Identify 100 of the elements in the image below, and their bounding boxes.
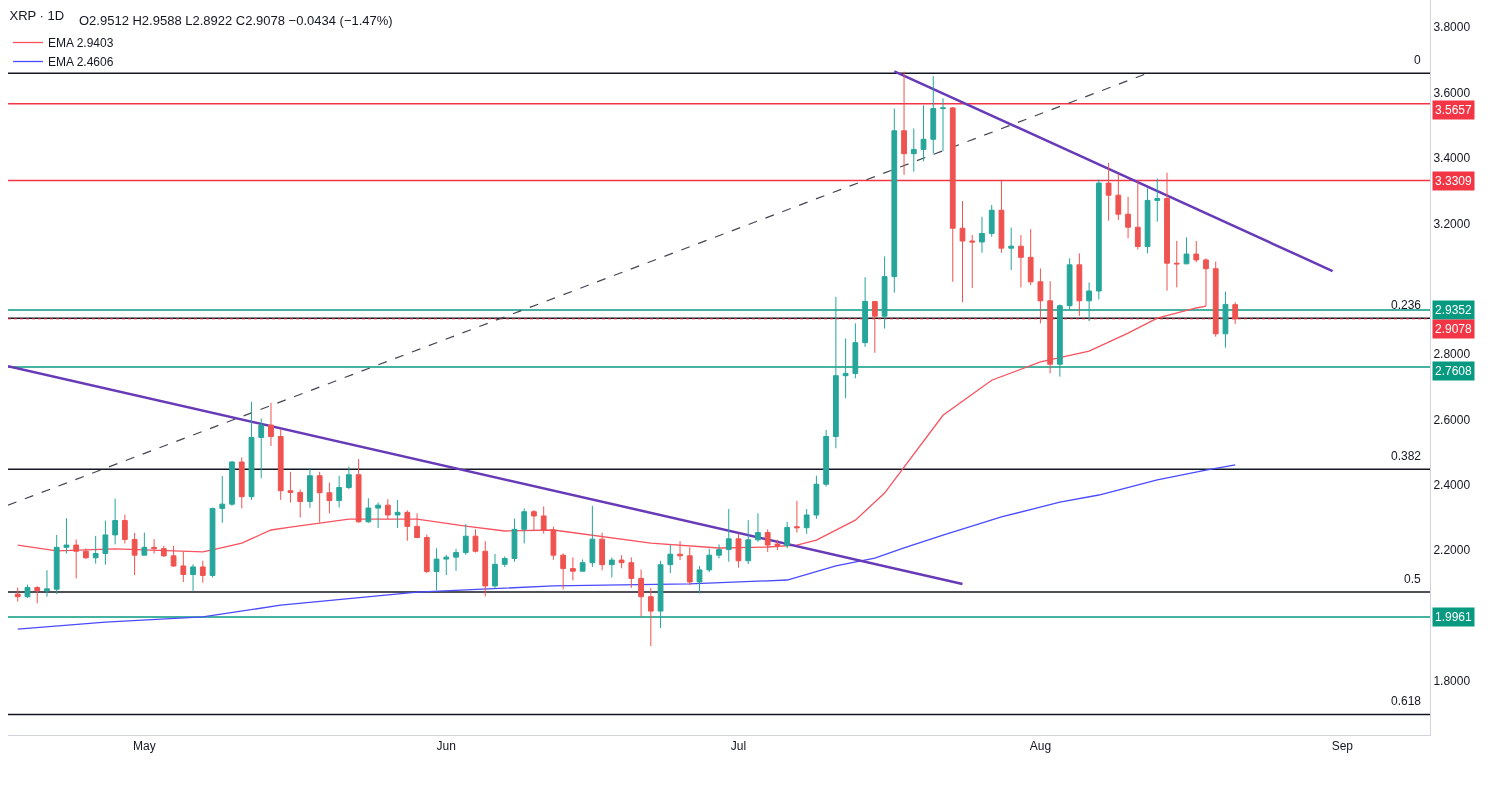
candlestick [472, 528, 479, 554]
candlestick [647, 587, 654, 647]
candlestick [1066, 257, 1073, 311]
candlestick [901, 71, 907, 176]
candlestick [423, 534, 430, 574]
candlestick [102, 520, 109, 566]
ref-line-label: 3.3309 [1435, 174, 1473, 188]
x-tick-label: Aug [1029, 739, 1052, 754]
candlestick [570, 556, 576, 581]
candlestick [725, 508, 732, 563]
candlestick [92, 535, 99, 565]
candlestick [521, 507, 528, 544]
candlestick [511, 518, 518, 563]
legend-label: EMA 2.4606 [48, 55, 114, 70]
candlestick [83, 547, 89, 560]
candlestick [492, 553, 498, 590]
candlestick [355, 458, 362, 524]
candlestick [297, 488, 304, 519]
candlestick [969, 234, 976, 289]
candlestick [1037, 267, 1044, 324]
candlestick [199, 560, 206, 584]
candlestick [151, 538, 157, 555]
candlestick [1018, 234, 1024, 288]
annotation: 0.236 [1391, 298, 1422, 312]
candlestick [871, 300, 878, 354]
candlestick [940, 97, 946, 152]
candlestick [1105, 162, 1112, 222]
candlestick [638, 569, 644, 618]
y-tick-label: 2.6000 [1433, 412, 1471, 427]
candlestick [277, 428, 284, 501]
candlestick [1144, 187, 1151, 254]
candlestick [121, 514, 128, 544]
candlestick [112, 498, 119, 545]
candlestick [1134, 180, 1141, 250]
candlestick [881, 255, 888, 330]
candlestick [696, 565, 703, 594]
candlestick [852, 322, 859, 379]
candlestick [131, 532, 138, 576]
candlestick [1173, 240, 1180, 288]
y-tick-label: 2.4000 [1433, 478, 1471, 493]
y-tick-label: 2.8000 [1433, 347, 1471, 362]
candlestick [141, 532, 148, 556]
candlestick [608, 556, 615, 578]
candlestick [589, 505, 596, 568]
x-tick-label: May [133, 739, 156, 754]
candlestick [443, 554, 450, 576]
candlestick [365, 497, 372, 524]
candlestick [433, 547, 440, 591]
candlestick [1027, 228, 1034, 286]
candlestick [1047, 280, 1054, 374]
annotation: 0 [1414, 53, 1421, 67]
candlestick [531, 509, 537, 531]
candlestick [1222, 291, 1229, 349]
candlestick [832, 296, 839, 449]
candlestick [842, 337, 849, 399]
candlestick [1008, 227, 1015, 271]
candlestick [823, 429, 830, 488]
candlestick [628, 556, 635, 589]
x-tick-label: Jul [730, 739, 747, 754]
candlestick [998, 180, 1005, 254]
candlestick [579, 558, 586, 572]
candlestick [745, 519, 752, 565]
candlestick [190, 563, 196, 592]
candlestick [813, 475, 820, 520]
line-series [17, 305, 1207, 553]
ref-line-label: 2.9352 [1435, 303, 1473, 317]
y-tick-label: 3.8000 [1433, 20, 1471, 35]
candlestick [862, 276, 868, 348]
candlestick [891, 108, 898, 294]
text: O2.9512 H2.9588 L2.8922 C2.9078 −0.0434 (−1.47%) [79, 13, 393, 28]
candlestick [346, 466, 352, 490]
candlestick [686, 546, 693, 586]
candlestick [1232, 301, 1239, 325]
candlestick [1057, 303, 1063, 378]
candlestick [219, 475, 226, 524]
candlestick [414, 512, 420, 539]
candlestick [949, 106, 956, 283]
candlestick [1212, 261, 1219, 338]
candlestick [920, 104, 927, 162]
candlestick [677, 540, 683, 561]
candlestick [307, 467, 313, 509]
candlestick [268, 402, 274, 447]
candlestick [1095, 179, 1102, 300]
text: XRP · 1D [9, 8, 65, 24]
candlestick [1154, 178, 1161, 223]
candlestick [73, 538, 80, 579]
candlestick [755, 512, 761, 543]
candlestick [53, 534, 60, 595]
x-tick-label: Sep [1331, 739, 1354, 754]
candlestick [1076, 252, 1083, 317]
candlestick [14, 587, 21, 603]
candlestick [170, 545, 177, 568]
candlestick [1086, 281, 1092, 322]
candlestick [1125, 196, 1131, 239]
ref-line-label: 1.9961 [1435, 610, 1473, 624]
candlestick [238, 456, 245, 509]
candlestick [209, 507, 216, 578]
candlestick [248, 401, 255, 501]
candlestick [988, 204, 995, 238]
candlestick [482, 540, 489, 597]
